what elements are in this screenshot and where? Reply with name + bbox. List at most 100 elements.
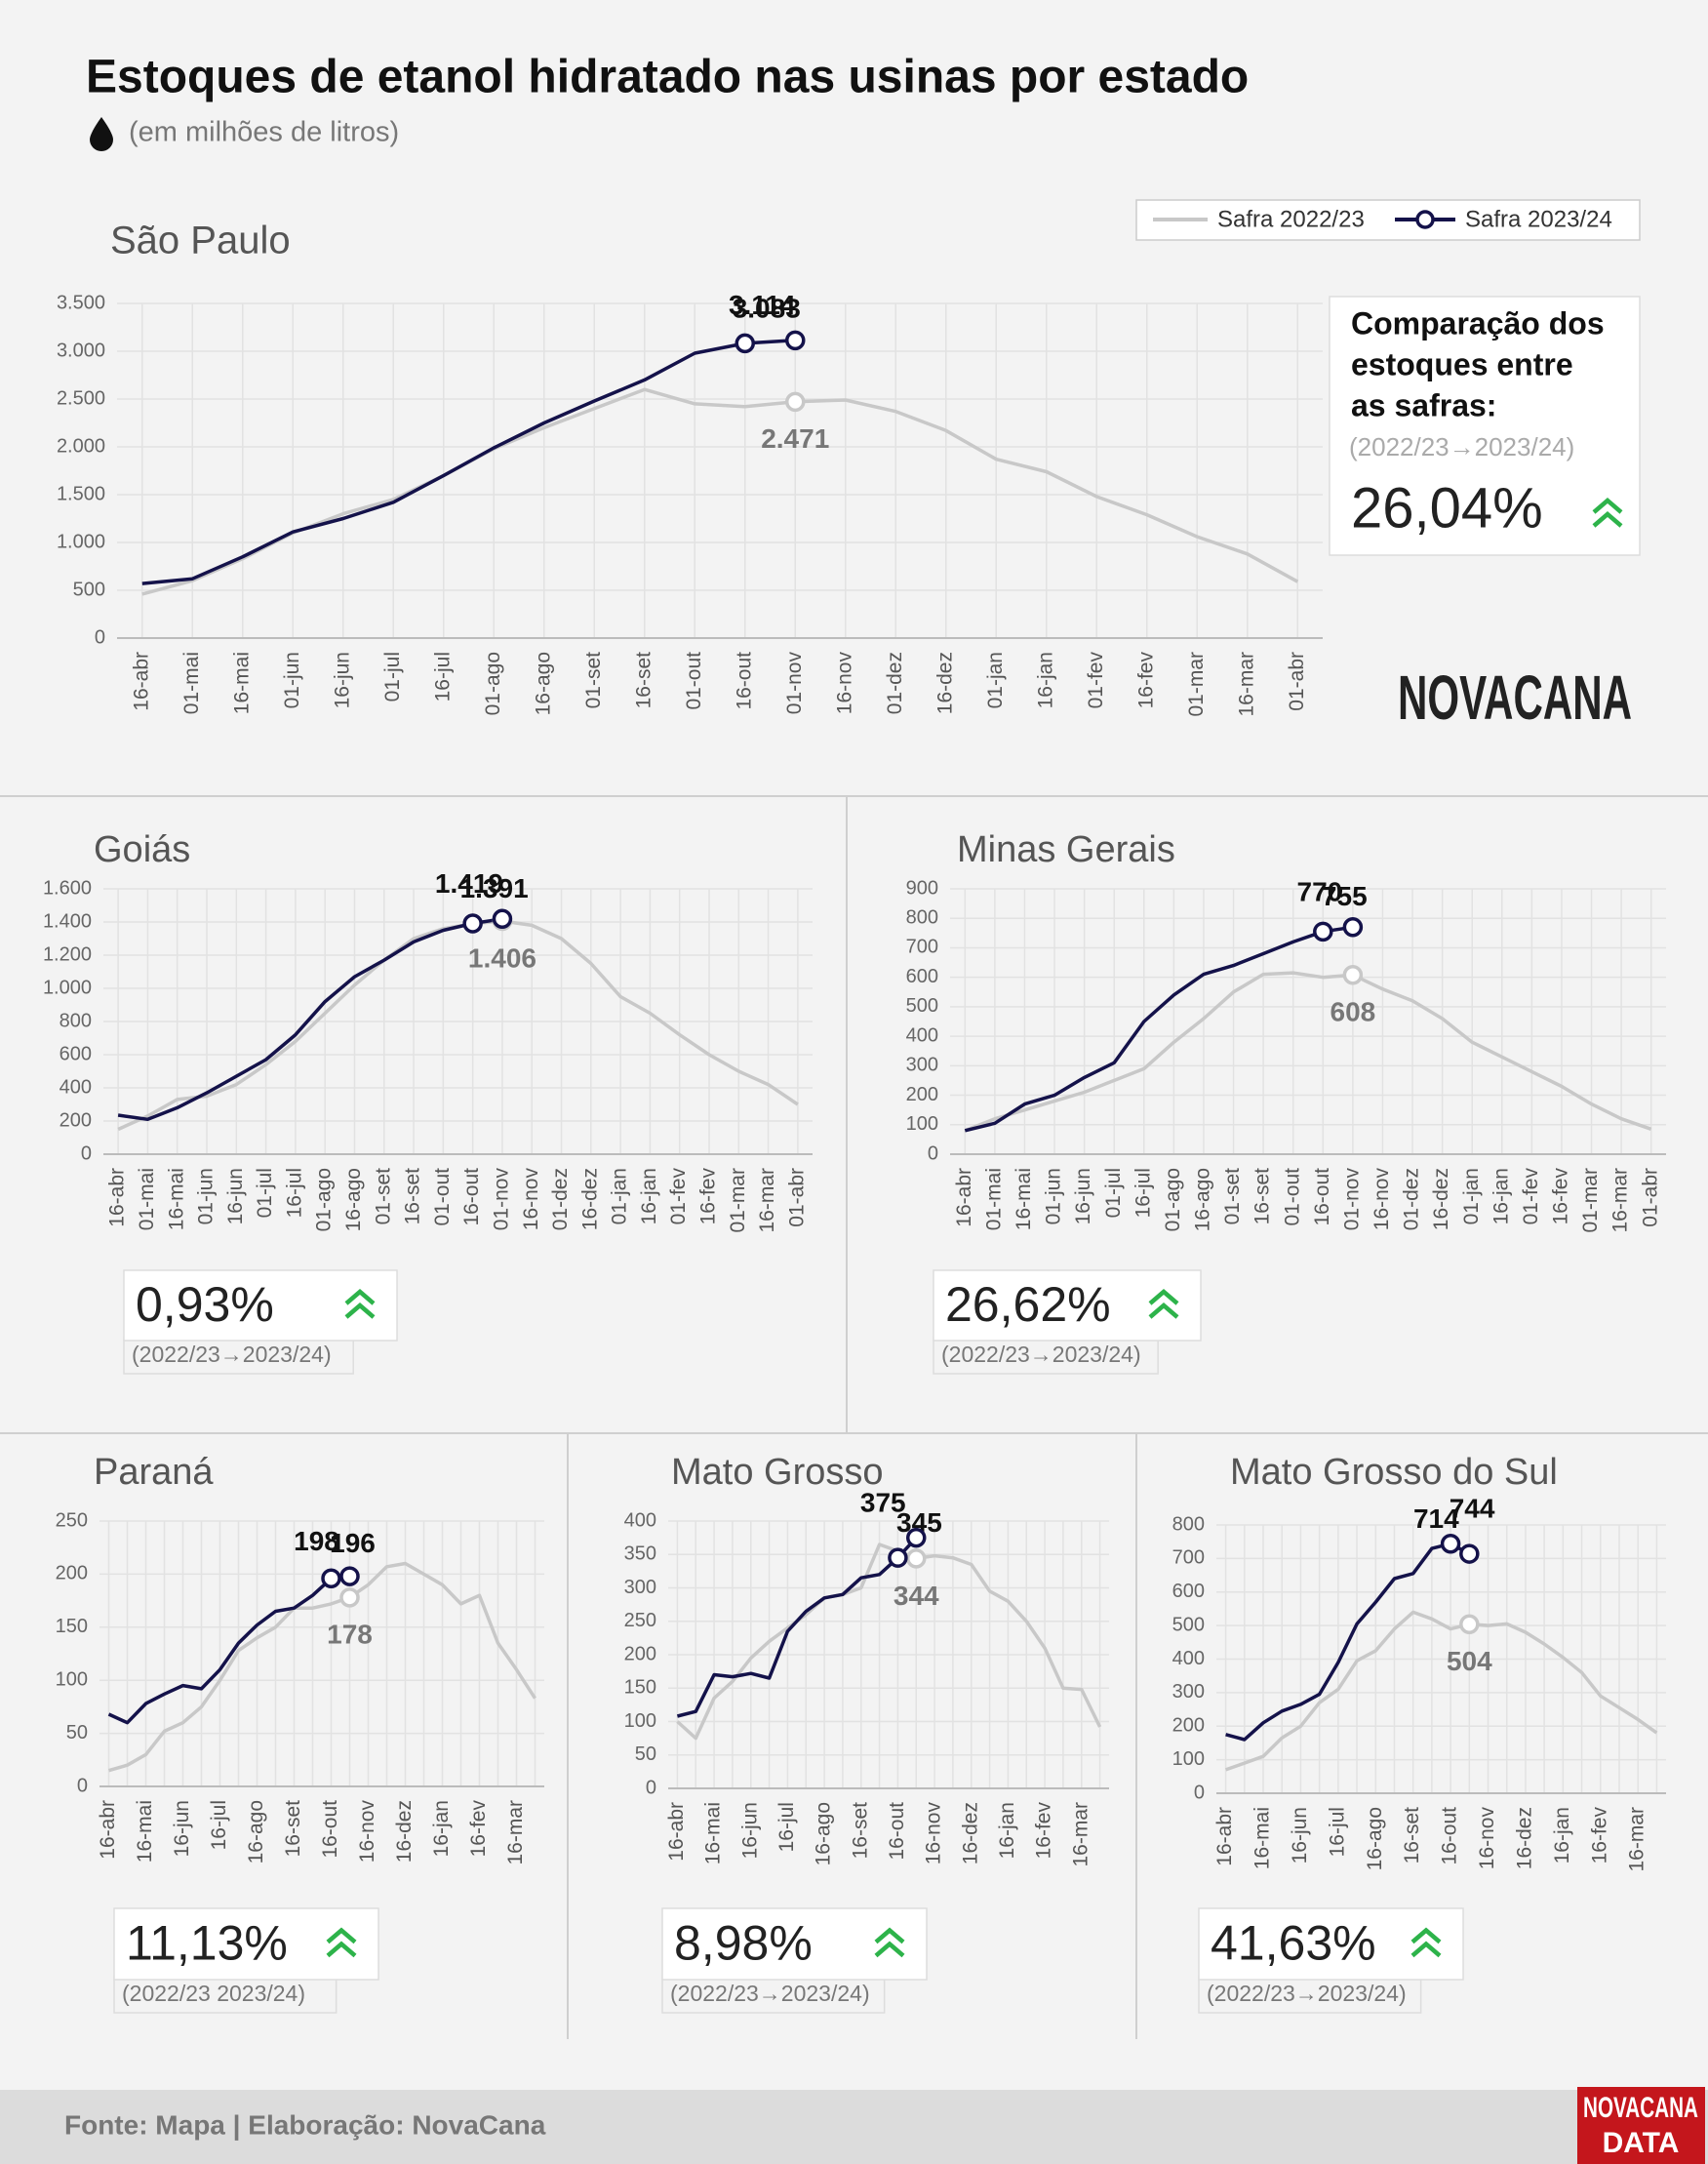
point-marker — [1440, 1534, 1461, 1554]
x-tick-label: 16-set — [1251, 1168, 1274, 1225]
y-tick-label: 250 — [56, 1509, 88, 1531]
y-tick-label: 700 — [1172, 1547, 1205, 1569]
x-tick-label: 16-nov — [1476, 1807, 1498, 1870]
x-tick-label: 16-dez — [1430, 1168, 1452, 1230]
x-tick-label: 16-mai — [702, 1802, 725, 1864]
x-tick-label: 16-mar — [504, 1800, 527, 1865]
x-tick-label: 01-abr — [1639, 1168, 1661, 1227]
x-tick-label: 16-dez — [393, 1800, 416, 1863]
x-tick-label: 16-set — [849, 1802, 871, 1860]
x-tick-label: 01-jul — [1102, 1168, 1125, 1218]
x-tick-label: 01-abr — [785, 1168, 808, 1227]
change-value: 41,63% — [1211, 1916, 1376, 1971]
y-tick-label: 900 — [906, 877, 938, 899]
y-tick-label: 500 — [906, 995, 938, 1017]
series-line — [108, 1561, 536, 1773]
series-line — [117, 917, 503, 1122]
x-tick-label: 16-nov — [1370, 1168, 1393, 1231]
y-tick-label: 100 — [56, 1668, 88, 1690]
up-icon — [1592, 498, 1623, 528]
point-marker — [785, 330, 806, 351]
x-tick-label: 16-jul — [283, 1168, 305, 1218]
x-tick-label: 01-out — [683, 652, 705, 710]
x-tick-label: 16-jun — [224, 1168, 247, 1224]
x-tick-label: 16-ago — [532, 652, 554, 715]
data-label: 2.471 — [761, 423, 829, 454]
x-tick-label: 16-mai — [165, 1168, 187, 1230]
x-tick-label: 01-dez — [1401, 1168, 1423, 1230]
x-tick-label: 16-nov — [833, 652, 855, 715]
x-tick-label: 01-dez — [884, 652, 906, 714]
x-tick-label: 16-jul — [208, 1800, 230, 1850]
x-tick-label: 16-mar — [1609, 1168, 1632, 1233]
x-tick-label: 01-mar — [1579, 1168, 1602, 1233]
x-tick-label: 16-fev — [467, 1800, 490, 1858]
legend-marker — [1415, 210, 1435, 229]
point-marker — [492, 908, 513, 930]
data-label: 198 — [294, 1526, 339, 1556]
x-tick-label: 16-out — [886, 1802, 908, 1861]
change-value: 26,62% — [945, 1277, 1111, 1332]
x-tick-label: 16-mai — [134, 1800, 156, 1863]
up-icon — [874, 1927, 905, 1958]
y-tick-label: 100 — [624, 1710, 656, 1732]
x-tick-label: 16-jan — [1490, 1168, 1512, 1224]
y-tick-label: 1.000 — [43, 977, 92, 998]
y-tick-label: 0 — [81, 1142, 92, 1164]
chart-title: Minas Gerais — [957, 829, 1175, 870]
change-period: (2022/23→2023/24) — [941, 1342, 1141, 1367]
x-tick-label: 16-dez — [933, 652, 956, 714]
x-tick-label: 16-dez — [578, 1168, 601, 1230]
series-line — [141, 387, 1299, 596]
x-tick-label: 01-abr — [1286, 652, 1308, 711]
y-tick-label: 100 — [1172, 1748, 1205, 1770]
y-tick-label: 600 — [1172, 1581, 1205, 1602]
data-label: 504 — [1447, 1646, 1492, 1676]
x-tick-label: 16-dez — [1513, 1807, 1535, 1869]
x-tick-label: 01-jul — [381, 652, 404, 701]
point-marker — [1342, 964, 1364, 985]
x-tick-label: 16-set — [1401, 1807, 1423, 1864]
x-tick-label: 01-set — [582, 652, 605, 709]
x-tick-label: 01-nov — [490, 1168, 512, 1231]
y-tick-label: 1.600 — [43, 877, 92, 899]
series-line — [964, 925, 1354, 1133]
x-tick-label: 01-nov — [783, 652, 806, 715]
x-tick-label: 16-fev — [1588, 1807, 1610, 1864]
y-tick-label: 0 — [646, 1777, 656, 1798]
y-tick-label: 200 — [56, 1563, 88, 1584]
x-tick-label: 01-out — [431, 1168, 454, 1226]
x-tick-label: 01-fev — [667, 1168, 690, 1225]
data-label: 755 — [1322, 881, 1368, 911]
x-tick-label: 01-fev — [1085, 652, 1107, 709]
x-tick-label: 16-mar — [1626, 1807, 1648, 1872]
source: Fonte: Mapa | Elaboração: NovaCana — [64, 2109, 546, 2140]
x-tick-label: 16-jul — [1132, 1168, 1154, 1218]
data-label: 3.114 — [729, 290, 796, 320]
change-period: (2022/23→2023/24) — [132, 1342, 332, 1367]
chart-title: São Paulo — [110, 220, 291, 262]
x-tick-label: 01-set — [1221, 1168, 1244, 1225]
chart-title: Mato Grosso do Sul — [1230, 1452, 1558, 1493]
x-tick-label: 16-jun — [738, 1802, 761, 1859]
x-tick-label: 16-jun — [331, 652, 353, 708]
change-box — [933, 1269, 1202, 1342]
y-tick-label: 3.500 — [57, 292, 105, 313]
x-tick-label: 16-ago — [1192, 1168, 1214, 1231]
x-tick-label: 16-jan — [996, 1802, 1018, 1859]
y-tick-label: 600 — [906, 966, 938, 987]
change-period-box — [123, 1336, 354, 1375]
x-tick-label: 16-abr — [106, 1168, 129, 1227]
y-tick-label: 0 — [1194, 1782, 1205, 1803]
x-tick-label: 01-mai — [180, 652, 203, 714]
x-tick-label: 16-abr — [1213, 1807, 1236, 1866]
logo-data: NOVACANA — [1583, 2092, 1698, 2124]
x-tick-label: 16-jun — [1072, 1168, 1094, 1224]
x-tick-label: 16-mai — [1251, 1807, 1274, 1869]
change-period: (2022/23→2023/24) — [670, 1981, 870, 2006]
logo-data-box — [1577, 2087, 1705, 2164]
x-tick-label: 16-jun — [1289, 1807, 1311, 1863]
x-tick-label: 01-mar — [1185, 652, 1208, 717]
